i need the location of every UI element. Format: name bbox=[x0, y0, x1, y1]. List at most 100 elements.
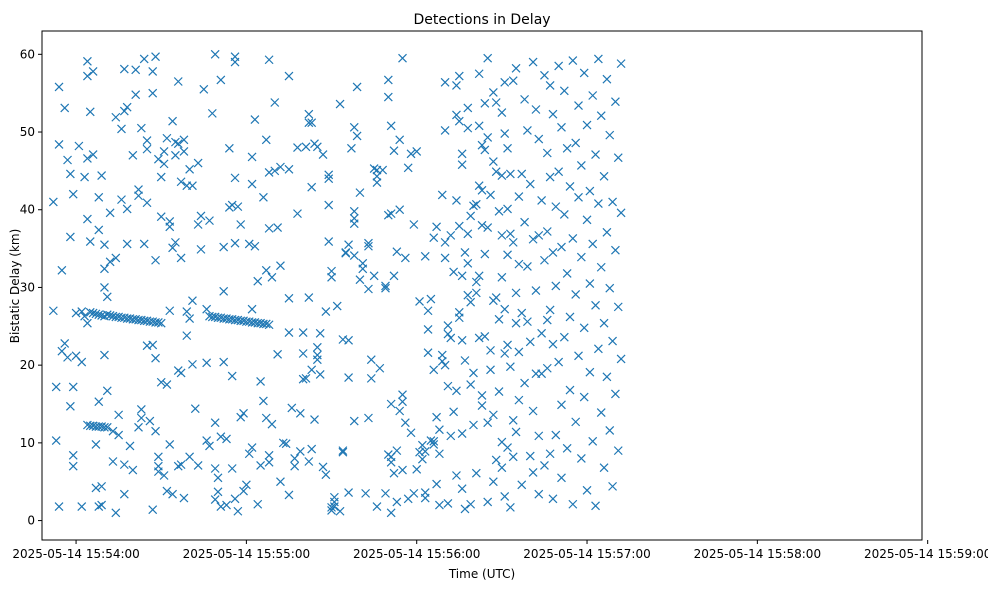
data-point-marker bbox=[381, 281, 390, 291]
data-point-marker bbox=[156, 377, 166, 387]
data-point-marker bbox=[60, 103, 70, 113]
data-point-marker bbox=[88, 308, 98, 318]
data-point-marker bbox=[480, 331, 490, 341]
data-point-marker bbox=[188, 296, 197, 306]
data-point-marker bbox=[216, 502, 226, 512]
data-point-marker bbox=[82, 71, 92, 81]
data-point-marker bbox=[423, 348, 433, 358]
y-axis: 0 10 20 30 40 50 60 bbox=[20, 47, 42, 528]
data-point-marker bbox=[338, 446, 348, 456]
data-point-marker bbox=[111, 253, 121, 263]
data-point-marker bbox=[457, 271, 467, 281]
data-point-marker bbox=[412, 147, 422, 156]
data-point-marker bbox=[349, 219, 359, 229]
data-point-marker bbox=[508, 452, 518, 462]
data-point-marker bbox=[557, 473, 566, 483]
data-point-marker bbox=[364, 241, 373, 251]
data-point-marker bbox=[551, 202, 561, 212]
data-point-marker bbox=[202, 358, 212, 368]
data-point-marker bbox=[395, 135, 405, 145]
data-point-marker bbox=[293, 209, 302, 219]
data-point-marker bbox=[460, 248, 470, 257]
data-point-marker bbox=[486, 365, 495, 375]
data-point-marker bbox=[548, 494, 558, 504]
data-point-marker bbox=[179, 493, 189, 503]
data-point-marker bbox=[366, 355, 376, 365]
chart-title: Detections in Delay bbox=[413, 12, 550, 28]
data-point-marker bbox=[352, 131, 362, 141]
data-point-marker bbox=[471, 468, 481, 478]
data-point-marker bbox=[474, 69, 484, 79]
data-point-marker bbox=[54, 140, 64, 149]
data-point-marker bbox=[383, 210, 393, 220]
data-point-marker bbox=[591, 501, 600, 511]
data-point-marker bbox=[503, 204, 512, 214]
data-point-marker bbox=[261, 135, 271, 145]
data-point-marker bbox=[111, 112, 121, 122]
data-point-marker bbox=[307, 365, 317, 375]
data-point-marker bbox=[236, 220, 246, 229]
data-point-marker bbox=[63, 352, 72, 362]
data-point-marker bbox=[227, 200, 237, 210]
data-point-marker bbox=[258, 192, 268, 202]
data-point-marker bbox=[82, 318, 92, 328]
data-point-marker bbox=[434, 425, 444, 435]
data-point-marker bbox=[582, 485, 592, 495]
data-point-marker bbox=[559, 86, 569, 96]
data-point-marker bbox=[258, 396, 268, 406]
data-point-marker bbox=[571, 290, 581, 299]
data-point-marker bbox=[369, 164, 379, 173]
data-point-marker bbox=[440, 253, 450, 263]
data-point-marker bbox=[80, 172, 90, 182]
data-point-marker bbox=[369, 271, 379, 281]
data-point-marker bbox=[610, 245, 620, 255]
data-point-marker bbox=[105, 257, 115, 267]
data-point-marker bbox=[108, 457, 118, 466]
data-point-marker bbox=[542, 315, 552, 325]
data-point-marker bbox=[503, 143, 512, 153]
data-point-marker bbox=[142, 136, 152, 145]
data-point-marker bbox=[398, 465, 407, 475]
data-point-marker bbox=[210, 49, 220, 59]
data-point-marker bbox=[540, 460, 549, 470]
data-point-marker bbox=[571, 138, 581, 148]
data-point-marker bbox=[276, 261, 285, 271]
data-point-marker bbox=[105, 208, 115, 218]
data-point-marker bbox=[562, 443, 572, 453]
data-point-marker bbox=[542, 363, 552, 373]
data-point-marker bbox=[508, 415, 518, 425]
data-point-marker bbox=[440, 77, 450, 87]
data-point-marker bbox=[520, 94, 530, 104]
data-point-marker bbox=[332, 301, 342, 311]
data-point-marker bbox=[383, 92, 393, 102]
data-point-marker bbox=[364, 238, 373, 248]
data-point-marker bbox=[491, 167, 501, 177]
data-point-marker bbox=[80, 311, 90, 321]
data-point-marker bbox=[244, 239, 254, 249]
data-point-marker bbox=[551, 281, 561, 291]
plot-area bbox=[48, 49, 626, 518]
data-point-marker bbox=[562, 269, 572, 278]
data-point-marker bbox=[247, 443, 257, 452]
data-point-marker bbox=[119, 64, 129, 74]
data-point-marker bbox=[210, 418, 220, 428]
data-point-marker bbox=[500, 349, 510, 358]
data-point-marker bbox=[582, 215, 592, 225]
data-point-marker bbox=[193, 158, 203, 168]
data-point-marker bbox=[102, 292, 112, 302]
data-point-marker bbox=[188, 181, 197, 191]
data-point-marker bbox=[452, 195, 461, 205]
data-point-marker bbox=[522, 262, 532, 271]
data-point-marker bbox=[429, 365, 439, 375]
data-point-marker bbox=[596, 111, 606, 121]
data-point-marker bbox=[97, 171, 107, 180]
data-point-marker bbox=[469, 420, 478, 430]
data-point-marker bbox=[170, 150, 180, 160]
data-point-marker bbox=[278, 438, 288, 448]
data-point-marker bbox=[117, 124, 126, 134]
data-point-marker bbox=[375, 363, 385, 373]
data-point-marker bbox=[335, 99, 345, 109]
data-point-marker bbox=[599, 171, 609, 181]
data-point-marker bbox=[159, 147, 169, 156]
data-point-marker bbox=[381, 488, 390, 498]
